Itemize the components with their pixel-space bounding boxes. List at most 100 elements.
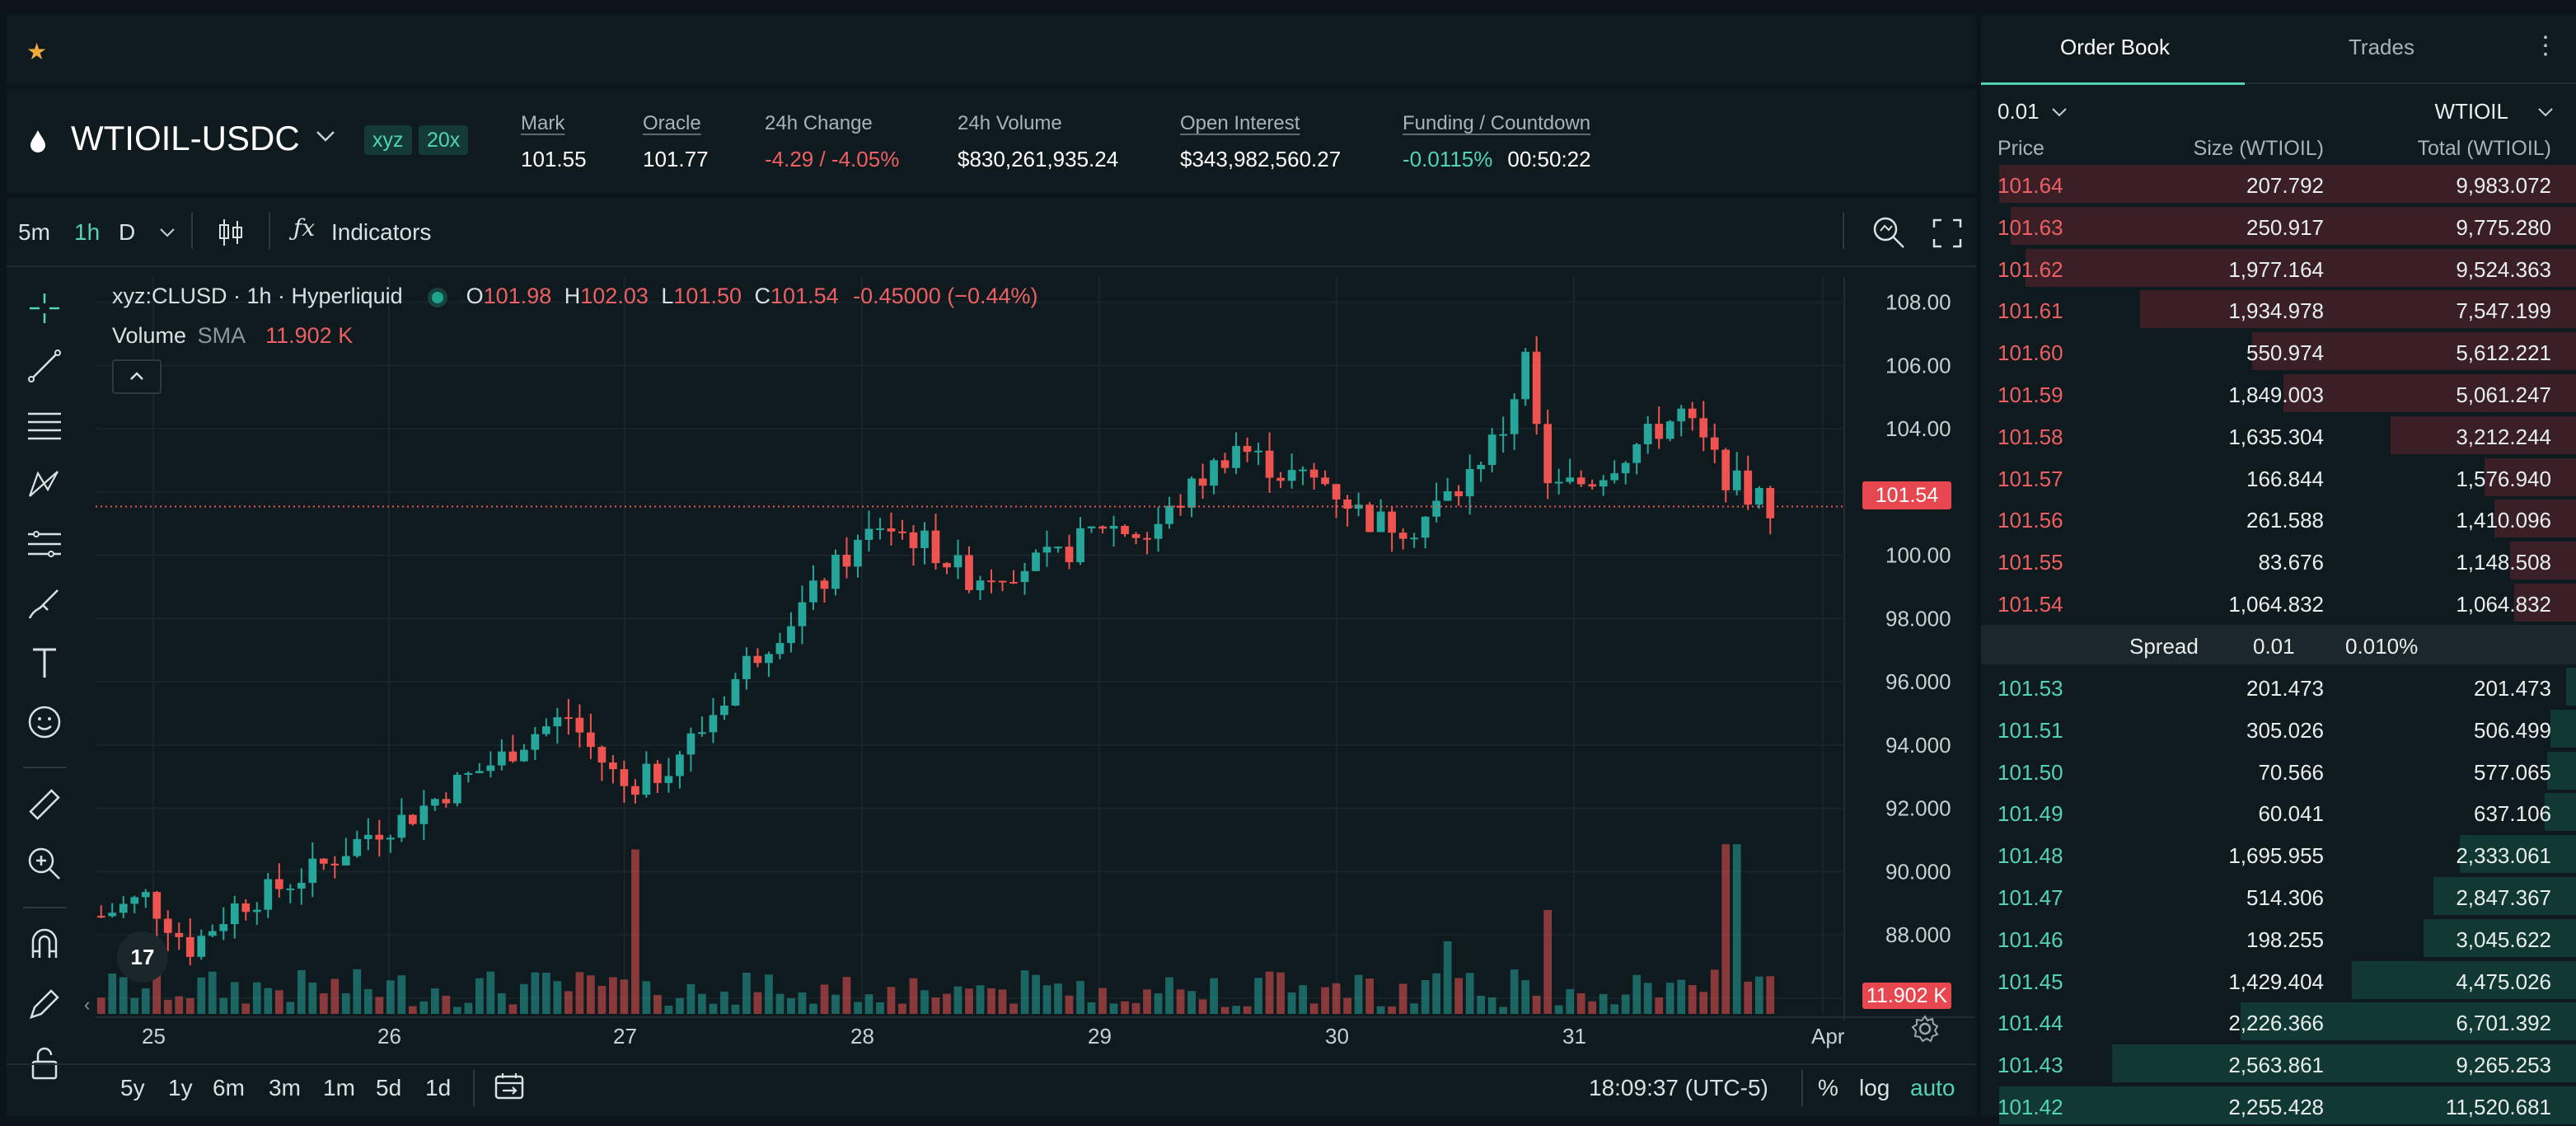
magnet-icon[interactable] [25,925,64,964]
candle-body [1666,421,1674,439]
tick-size-select[interactable]: 0.01 [1998,99,2040,124]
volume-bar [754,992,762,1014]
chevron-down-icon[interactable] [315,129,336,143]
stat-funding: Funding / Countdown -0.0115%00:50:22 [1403,112,1591,172]
range-5d[interactable]: 5d [376,1075,401,1101]
candle-body [509,752,518,762]
pattern-icon[interactable] [25,465,64,504]
log-scale-toggle[interactable]: log [1859,1075,1890,1101]
volume-bar [1221,1007,1229,1014]
tradingview-logo[interactable]: 17 [117,931,168,983]
star-icon[interactable]: ★ [26,38,47,65]
interval-1h[interactable]: 1h [74,219,100,246]
volume-bar [364,989,372,1014]
level-total: 9,524.363 [2456,257,2551,283]
volume-bar [1454,978,1463,1014]
candle-body [1143,538,1151,540]
range-3m[interactable]: 3m [269,1075,301,1101]
chevron-down-icon[interactable] [2536,106,2555,119]
indicators-button[interactable]: Indicators [331,219,431,246]
collapse-toolbar-icon[interactable]: ‹ [84,994,90,1016]
stat-label[interactable]: Mark [521,112,587,135]
volume-bar [609,977,617,1014]
stat-label[interactable]: Open Interest [1180,112,1341,135]
volume-bar [1321,988,1329,1014]
tab-order-book[interactable]: Order Book [2060,35,2170,60]
price-chart[interactable]: 108.00106.00104.00102.00100.0098.00096.0… [96,277,1974,1050]
chevron-down-icon[interactable] [2050,106,2068,119]
level-size: 1,849.003 [2228,382,2324,408]
volume-bar [1355,975,1363,1014]
chevron-down-icon[interactable] [158,226,176,239]
candle-body [765,654,773,663]
volume-bar [1377,1006,1385,1014]
tab-trades[interactable]: Trades [2349,35,2414,60]
candle-body [754,656,762,664]
candle-style-icon[interactable] [216,216,246,249]
auto-scale-toggle[interactable]: auto [1910,1075,1955,1101]
fullscreen-icon[interactable] [1932,218,1963,249]
range-6m[interactable]: 6m [213,1075,245,1101]
function-icon[interactable]: ƒx [293,214,315,242]
calendar-range-icon[interactable] [491,1068,527,1105]
unit-select[interactable]: WTIOIL [2434,99,2508,124]
pair-selector[interactable]: WTIOIL-USDC [71,119,300,158]
stat-mark: Mark 101.55 [521,112,587,172]
crosshair-icon[interactable] [25,289,64,328]
candle-body [164,919,172,933]
brush-icon[interactable] [25,584,64,623]
candle-body [475,771,484,773]
range-5y[interactable]: 5y [120,1075,145,1101]
header-total: Total (WTIOIL) [2417,137,2551,161]
stat-label[interactable]: Funding / Countdown [1403,112,1591,135]
volume-bar [275,990,283,1014]
trend-line-icon[interactable] [25,346,64,386]
stat-label[interactable]: Oracle [643,112,709,135]
interval-5m[interactable]: 5m [18,219,50,246]
collapse-legend-button[interactable] [112,359,162,394]
text-icon[interactable] [25,643,64,683]
range-1m[interactable]: 1m [323,1075,355,1101]
volume-bar [1755,977,1763,1014]
pencil-lock-icon[interactable] [25,984,64,1024]
more-options-icon[interactable]: ⋮ [2533,31,2558,60]
gear-icon[interactable] [1910,1014,1940,1044]
projection-icon[interactable] [25,524,64,564]
range-1d[interactable]: 1d [425,1075,451,1101]
legend-low: 101.50 [673,284,742,308]
fib-lines-icon[interactable] [25,406,64,445]
emoji-icon[interactable] [25,702,64,742]
zoom-in-icon[interactable] [25,844,64,884]
ruler-icon[interactable] [25,785,64,824]
range-1y[interactable]: 1y [168,1075,193,1101]
percent-scale-toggle[interactable]: % [1818,1075,1838,1101]
zoom-chart-icon[interactable] [1871,214,1907,251]
interval-d[interactable]: D [119,219,135,246]
volume-label: Volume [112,323,186,348]
chart-clock[interactable]: 18:09:37 (UTC-5) [1589,1075,1768,1101]
level-size: 198.255 [2246,927,2324,953]
volume-bar [1165,978,1173,1014]
